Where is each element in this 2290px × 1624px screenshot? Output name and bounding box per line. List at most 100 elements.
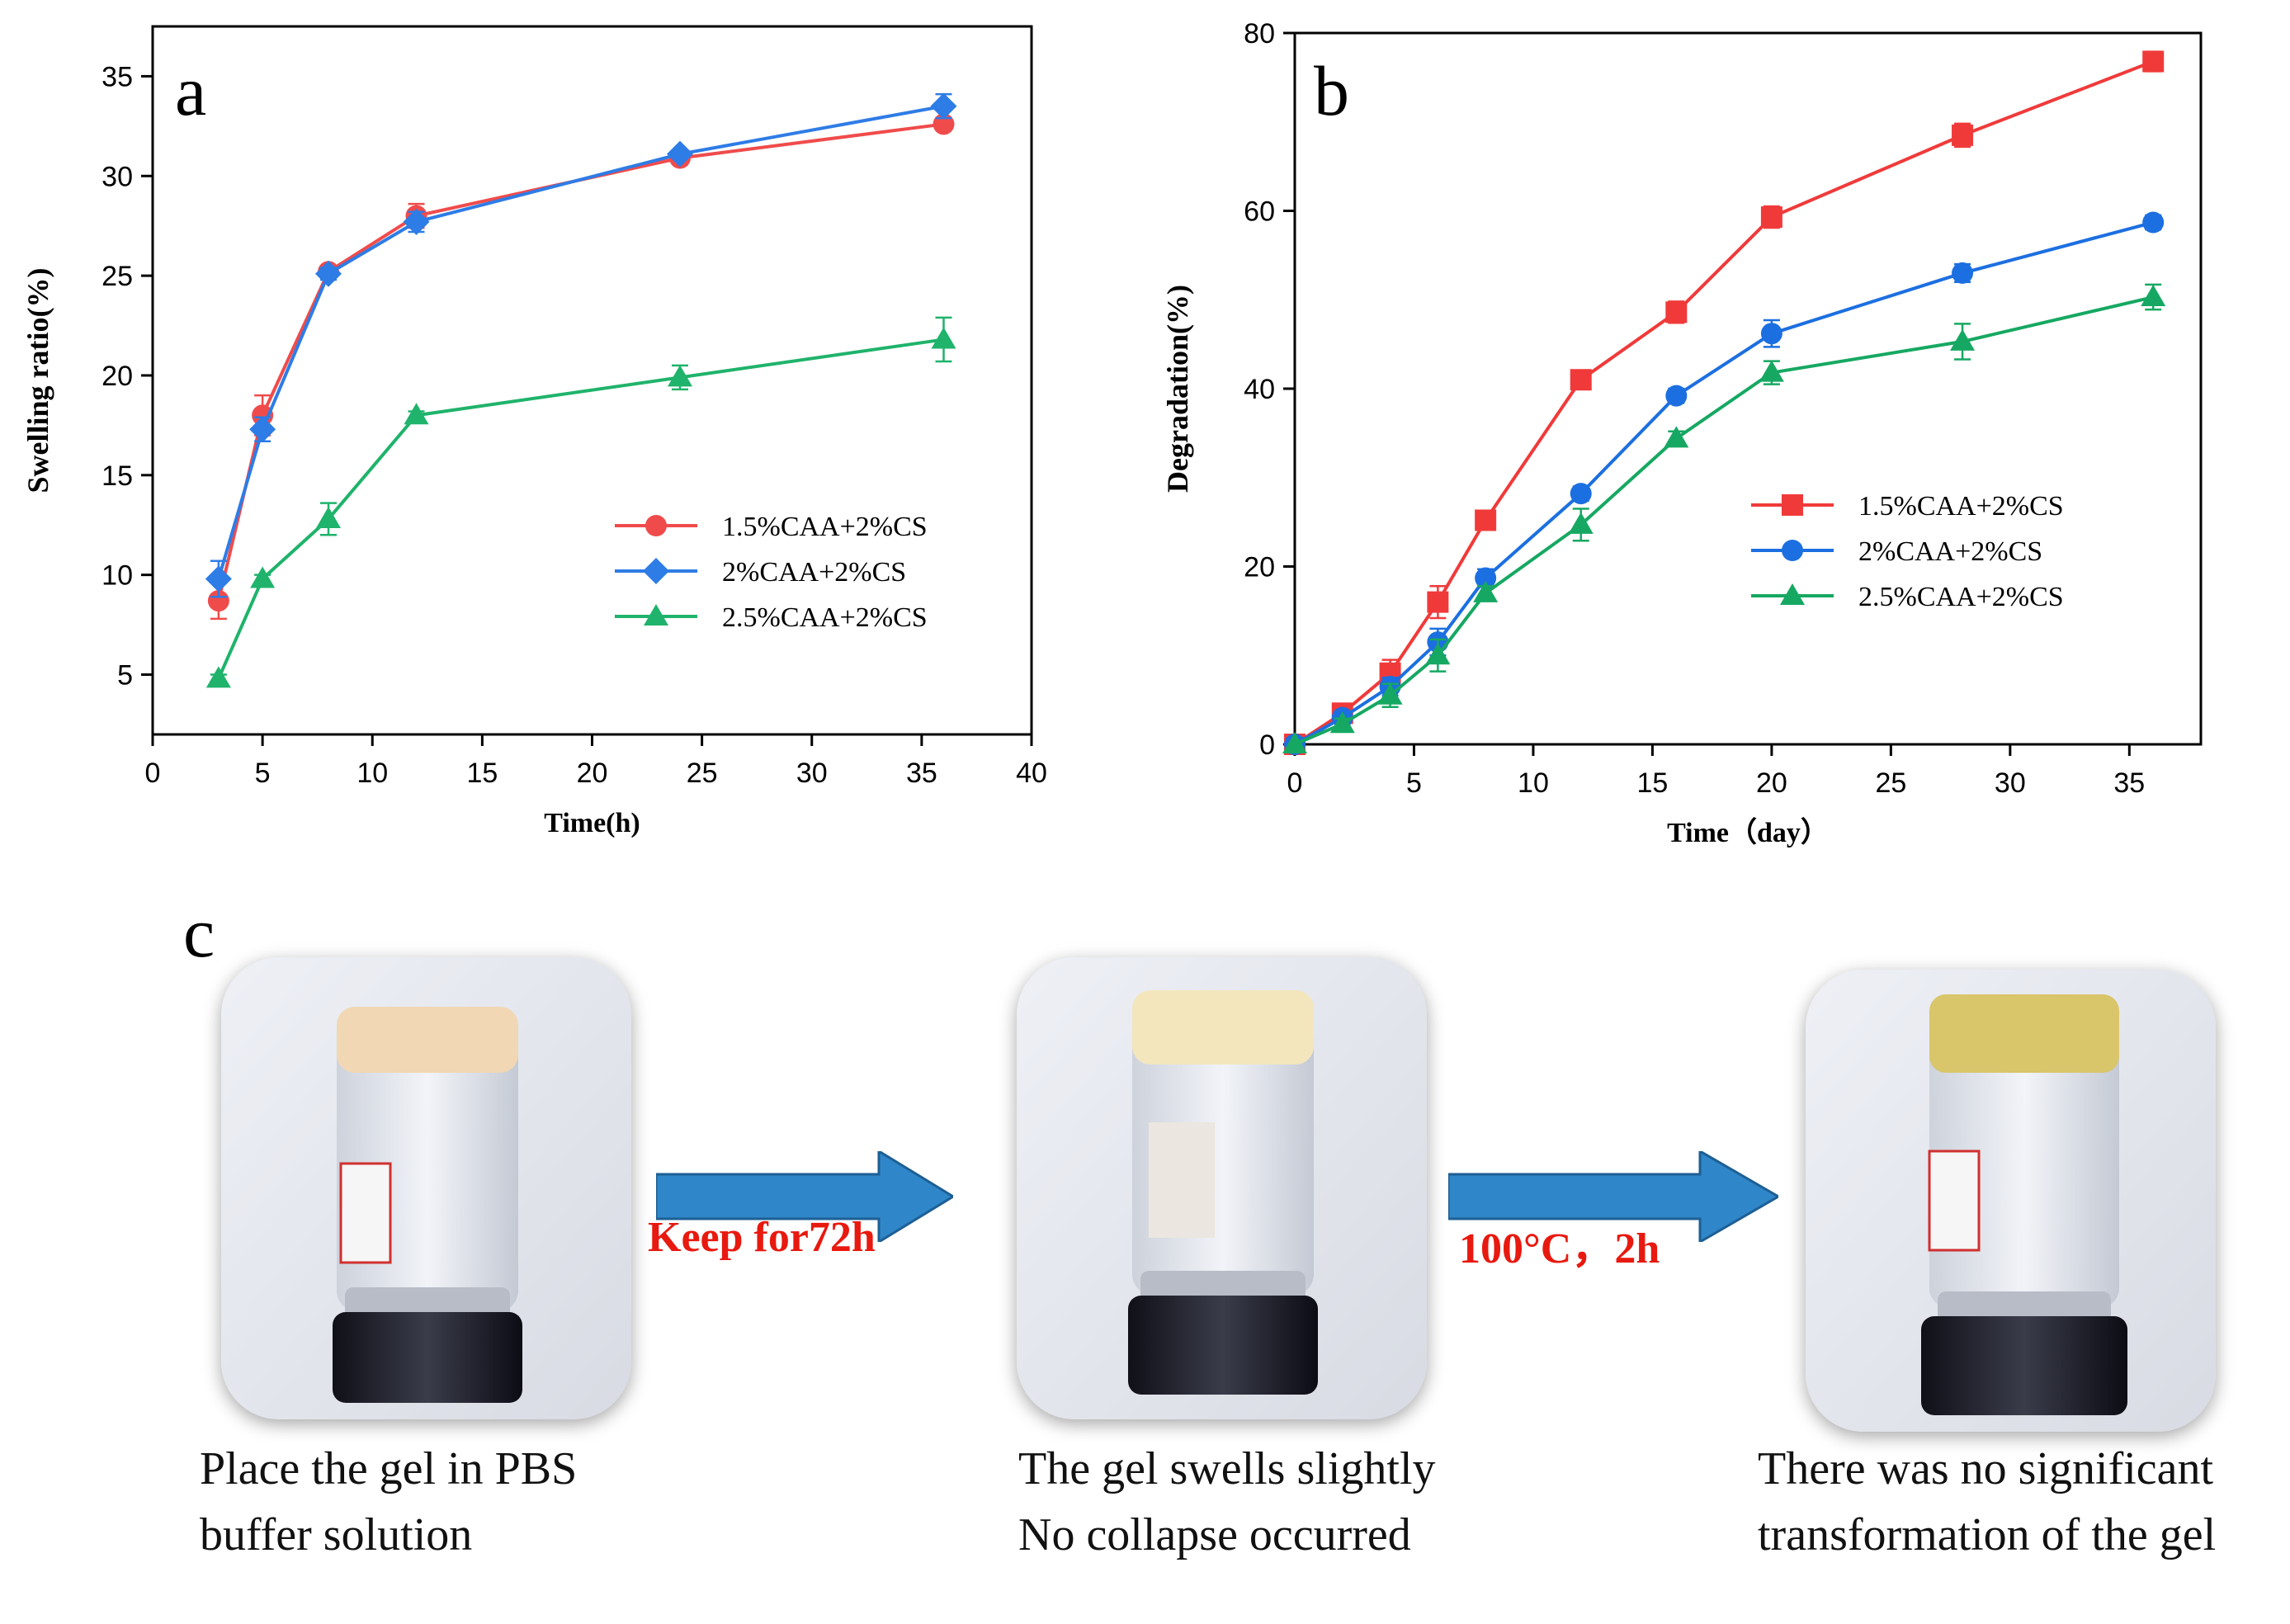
data-point [1950, 328, 1976, 351]
y-tick-label: 20 [1244, 552, 1275, 583]
y-tick-label: 10 [102, 560, 133, 592]
legend-label: 1.5%CAA+2%CS [1858, 491, 2064, 522]
caption-step1: Place the gel in PBS buffer solution [200, 1436, 577, 1568]
data-point [249, 416, 276, 443]
data-point [1377, 682, 1403, 705]
arrow-right-icon [1448, 1151, 1778, 1242]
degradation-chart: 0 5 10 15 20 25 30 35 0 20 40 60 80 Time（day） Degradat… [1161, 18, 2203, 848]
series-line [217, 338, 944, 680]
data-point [1425, 643, 1451, 665]
panel-label-b: b [1314, 51, 1349, 130]
data-point [1473, 580, 1499, 602]
data-point [1570, 369, 1592, 391]
x-tick-label: 10 [356, 758, 388, 789]
series-line [1294, 295, 2154, 746]
data-point [667, 140, 693, 168]
panel-label-a: a [175, 51, 207, 130]
y-tick-label: 15 [102, 460, 133, 492]
arrow2-label: 100°C，2h [1459, 1225, 1660, 1272]
data-point [205, 666, 231, 688]
y-tick-label: 80 [1244, 18, 1275, 50]
x-tick-label: 0 [145, 758, 161, 789]
legend-marker [645, 515, 667, 536]
x-tick-label: 25 [687, 758, 718, 789]
y-tick-label: 60 [1244, 196, 1275, 228]
series-line [216, 104, 944, 580]
x-axis-label: Time（day） [1667, 816, 1829, 848]
legend-marker [644, 604, 668, 626]
x-tick-label: 5 [255, 758, 271, 789]
x-tick-label: 20 [1756, 767, 1787, 799]
data-point [2142, 211, 2165, 234]
y-tick-label: 35 [102, 61, 133, 92]
legend-label: 2.5%CAA+2%CS [1858, 582, 2064, 612]
data-point [403, 208, 430, 235]
data-point [1952, 262, 1974, 284]
data-point [1568, 512, 1594, 534]
x-tick-label: 20 [577, 758, 608, 789]
y-axis-label: Swelling ratio(%) [21, 268, 54, 493]
y-tick-label: 30 [102, 161, 133, 192]
y-tick-label: 25 [102, 261, 133, 292]
data-point [1664, 426, 1689, 448]
legend-marker [643, 558, 669, 584]
panel-label-c: c [183, 893, 215, 972]
data-point [205, 565, 232, 592]
data-point [1665, 385, 1688, 407]
data-point [207, 590, 229, 612]
data-point [1665, 301, 1688, 323]
legend-label: 2%CAA+2%CS [1858, 536, 2042, 567]
data-point [1760, 323, 1782, 345]
data-point [1475, 509, 1497, 531]
caption-step2: The gel swells slightly No collapse occu… [1018, 1436, 1436, 1568]
data-point [931, 327, 956, 349]
x-tick-label: 40 [1016, 758, 1047, 789]
data-point [1427, 591, 1449, 613]
vial-photo-after-72h [1017, 957, 1427, 1419]
x-tick-label: 0 [1287, 767, 1303, 799]
legend-label: 2%CAA+2%CS [722, 557, 906, 588]
x-tick-label: 35 [906, 758, 937, 789]
x-tick-label: 15 [466, 758, 498, 789]
x-tick-label: 25 [1875, 767, 1906, 799]
x-axis-label: Time(h) [544, 808, 640, 838]
data-point [315, 260, 342, 287]
data-point [1329, 711, 1355, 734]
legend-marker [1780, 583, 1805, 605]
arrow1-label: Keep for72h [648, 1214, 876, 1261]
data-point [404, 403, 429, 425]
data-point [668, 365, 692, 387]
caption-line: No collapse occurred [1018, 1509, 1411, 1560]
data-point [316, 506, 341, 528]
legend-marker [1782, 540, 1803, 561]
data-point [1759, 360, 1784, 382]
data-point [2141, 285, 2166, 307]
caption-step3: There was no significant transformation … [1758, 1436, 2216, 1568]
data-point [1475, 567, 1497, 589]
legend-label: 1.5%CAA+2%CS [722, 512, 928, 542]
data-point [2142, 50, 2165, 73]
x-tick-label: 5 [1406, 767, 1422, 799]
data-point [1952, 124, 1974, 146]
data-point [930, 92, 957, 120]
x-tick-label: 10 [1518, 767, 1549, 799]
vial-photo-initial [221, 957, 631, 1419]
x-tick-label: 30 [796, 758, 828, 789]
arrow-right-icon [656, 1151, 953, 1242]
series-line [216, 122, 944, 602]
series-line [1293, 59, 2154, 746]
y-tick-label: 20 [102, 361, 133, 392]
caption-line: There was no significant [1758, 1443, 2214, 1494]
swelling-ratio-chart: 0 5 10 15 20 25 30 35 40 5 10 15 20 25 30 35 Time(h) Swel… [21, 25, 1047, 838]
caption-line: transformation of the gel [1758, 1509, 2217, 1560]
y-tick-label: 40 [1244, 374, 1275, 405]
y-tick-label: 5 [117, 659, 133, 691]
legend-label: 2.5%CAA+2%CS [722, 602, 928, 633]
data-point [250, 566, 276, 588]
x-tick-label: 35 [2113, 767, 2145, 799]
x-tick-label: 30 [1995, 767, 2026, 799]
y-axis-label: Degradation(%) [1161, 285, 1194, 493]
caption-line: The gel swells slightly [1018, 1443, 1436, 1494]
vial-photo-after-heating [1806, 970, 2216, 1432]
y-tick-label: 0 [1259, 729, 1275, 761]
